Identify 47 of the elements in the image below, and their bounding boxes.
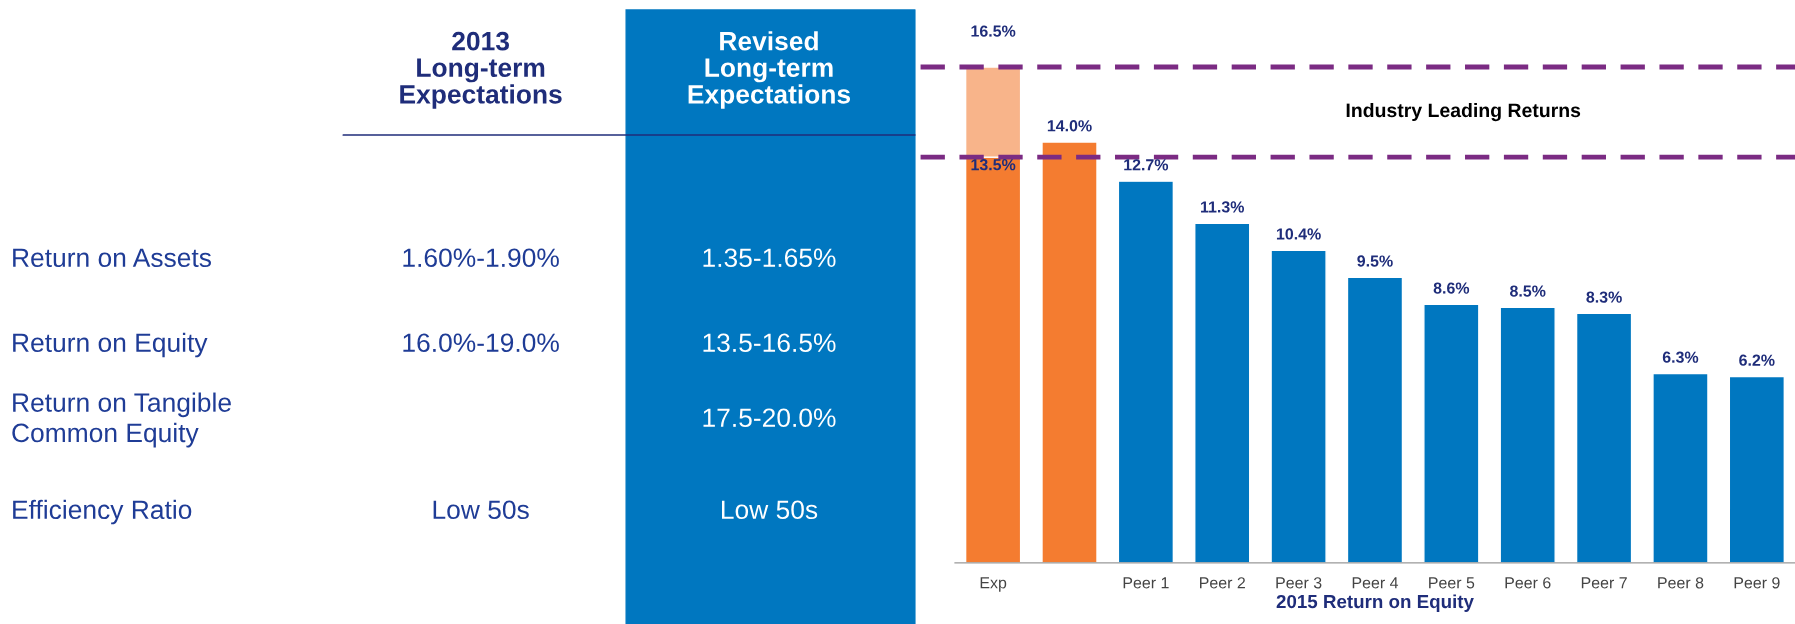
category-label: Return on Equity xyxy=(13,332,208,358)
x-axis-title: 2015 Return on Equity xyxy=(1276,594,1474,612)
x-tick-label: Peer 9 xyxy=(1734,577,1780,589)
data-label: 13.5% xyxy=(971,159,1016,171)
data-label: 8.3% xyxy=(1586,291,1622,303)
data-label: 6.3% xyxy=(1662,351,1699,363)
x-tick-label: Peer 8 xyxy=(1658,577,1704,589)
text: 16.0%-19.0% xyxy=(403,333,559,353)
data-label: 10.4% xyxy=(1276,228,1321,240)
bar xyxy=(1194,222,1251,563)
text: 17.5-20.0% xyxy=(703,408,836,428)
data-label: 8.5% xyxy=(1510,285,1546,297)
x-tick-label: Peer 6 xyxy=(1505,577,1551,589)
category-label: Efficiency Ratio xyxy=(13,499,192,525)
total-label: 16.5% xyxy=(971,25,1016,37)
category-label: Revised Long-term Expectations xyxy=(688,31,851,109)
text: Low 50s xyxy=(722,500,818,520)
bar xyxy=(1499,306,1556,563)
text: 1.60%-1.90% xyxy=(403,248,559,268)
bar xyxy=(1423,303,1480,563)
bar xyxy=(1117,180,1175,563)
bar xyxy=(1728,375,1786,563)
data-label: 8.6% xyxy=(1433,282,1470,294)
text: Low 50s xyxy=(433,500,529,520)
data-label: 6.2% xyxy=(1739,354,1775,366)
x-tick-label: Peer 5 xyxy=(1429,577,1475,589)
x-tick-label: Peer 1 xyxy=(1123,577,1169,589)
x-tick-label: Exp xyxy=(980,577,1007,592)
annotation: Industry Leading Returns xyxy=(1346,102,1581,122)
category-label: 2013 Long-term Expectations xyxy=(400,31,562,109)
bar xyxy=(1575,312,1633,563)
bar xyxy=(1346,276,1404,563)
data-label: 14.0% xyxy=(1047,120,1092,132)
category-label: Return on Tangible Common Equity xyxy=(12,392,231,448)
data-label: 11.3% xyxy=(1201,201,1245,213)
data-label: 12.7% xyxy=(1124,159,1169,171)
data-label: 9.5% xyxy=(1357,255,1393,267)
text: 1.35-1.65% xyxy=(703,248,836,268)
x-tick-label: Peer 2 xyxy=(1200,577,1245,589)
bar xyxy=(1270,249,1327,563)
x-tick-label: Peer 3 xyxy=(1276,577,1322,589)
category-label: Return on Assets xyxy=(13,248,211,268)
bar xyxy=(1652,372,1709,563)
bar xyxy=(1041,141,1098,563)
x-tick-label: Peer 7 xyxy=(1581,577,1627,589)
x-tick-label: Peer 4 xyxy=(1352,577,1399,589)
text: 13.5-16.5% xyxy=(703,333,836,353)
